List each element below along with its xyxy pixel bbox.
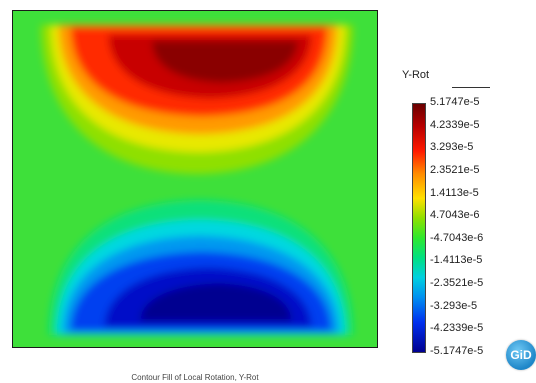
- positive-lobe: [40, 24, 354, 175]
- legend-title-underline: [452, 87, 490, 88]
- gid-logo: GiD: [506, 340, 536, 370]
- legend-tick-label: 4.7043e-6: [430, 209, 480, 222]
- legend-tick-label: -4.2339e-5: [430, 322, 484, 335]
- plot-caption: Contour Fill of Local Rotation, Y-Rot: [131, 373, 259, 382]
- legend-tick-label: 1.4113e-5: [430, 186, 479, 199]
- legend-tick-label: -1.4113e-5: [430, 254, 483, 267]
- legend-tick-label: 5.1747e-5: [430, 96, 480, 108]
- contour-fill: [13, 11, 377, 347]
- legend-tick-label: 4.2339e-5: [430, 118, 480, 131]
- legend-tick-label: -3.293e-5: [430, 299, 478, 312]
- legend-title: Y-Rot: [402, 69, 430, 81]
- contour-plot: [12, 10, 378, 348]
- legend-tick-label: -2.3521e-5: [430, 277, 484, 289]
- legend-tick-label: 2.3521e-5: [430, 163, 480, 176]
- negative-lobe: [48, 199, 354, 336]
- legend-tick-label: -4.7043e-6: [430, 231, 484, 244]
- legend-tick-label: -5.1747e-5: [430, 344, 484, 357]
- legend-tick-list: 5.1747e-5 4.2339e-5 3.293e-5 2.3521e-5 1.411…: [430, 96, 536, 358]
- legend-colorbar: [412, 103, 426, 353]
- legend-tick-label: 3.293e-5: [430, 141, 474, 154]
